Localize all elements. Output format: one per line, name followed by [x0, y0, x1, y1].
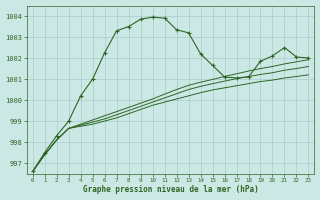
X-axis label: Graphe pression niveau de la mer (hPa): Graphe pression niveau de la mer (hPa) [83, 185, 259, 194]
